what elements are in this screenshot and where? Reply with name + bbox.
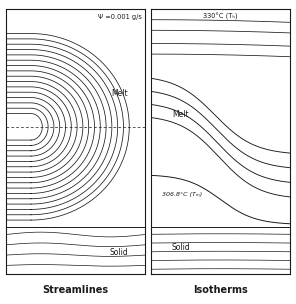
Text: Melt: Melt: [172, 110, 189, 119]
Text: Ψ =0.001 g/s: Ψ =0.001 g/s: [98, 14, 142, 20]
Text: Isotherms: Isotherms: [193, 285, 248, 295]
Text: Melt: Melt: [112, 89, 128, 98]
Text: Streamlines: Streamlines: [42, 285, 109, 295]
Text: Solid: Solid: [110, 248, 128, 257]
Text: 330°C (Tₕ): 330°C (Tₕ): [203, 13, 238, 20]
Text: 306.8°C (Tₘ): 306.8°C (Tₘ): [162, 192, 202, 197]
Text: Solid: Solid: [172, 243, 191, 252]
